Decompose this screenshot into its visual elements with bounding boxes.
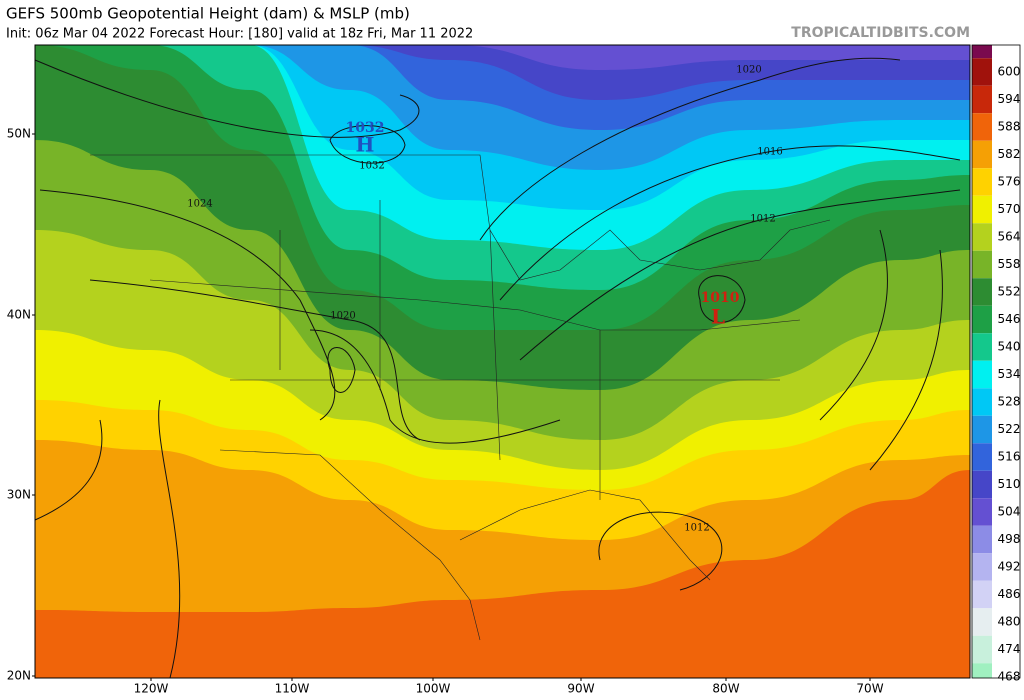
colorbar-cell xyxy=(972,195,992,224)
colorbar-label: 474 xyxy=(998,642,1021,656)
colorbar-label: 522 xyxy=(998,422,1021,436)
colorbar-cell xyxy=(972,140,992,169)
colorbar-cap xyxy=(972,45,992,59)
pressure-label: 1020 xyxy=(330,311,355,322)
contours xyxy=(34,57,961,679)
colorbar-cell xyxy=(972,553,992,581)
pressure-label: 1032 xyxy=(359,161,384,172)
colorbar-label: 528 xyxy=(998,395,1021,409)
colorbar-cell xyxy=(972,333,992,361)
lon-label: 90W xyxy=(567,682,594,696)
colorbar-cell xyxy=(972,498,992,526)
pressure-label: L xyxy=(711,305,725,329)
pressure-label: 1032 xyxy=(346,120,385,136)
lon-label: 110W xyxy=(275,682,310,696)
colorbar-cell xyxy=(972,250,992,279)
colorbar: 600 594 588 582 576 570 564 558 552 546 540 534 528 5… xyxy=(971,44,1021,684)
title: GEFS 500mb Geopotential Height (dam) & M… xyxy=(6,5,410,23)
pressure-label: H xyxy=(356,133,375,157)
colorbar-cell xyxy=(972,470,992,499)
credit: TROPICALTIDBITS.COM xyxy=(791,25,970,41)
colorbar-label: 582 xyxy=(998,147,1021,161)
pressure-label: 1012 xyxy=(750,214,775,225)
colorbar-label: 468 xyxy=(998,670,1021,684)
colorbar-cell xyxy=(972,388,992,416)
lon-label: 100W xyxy=(416,682,451,696)
colorbar-cell xyxy=(972,85,992,114)
colorbar-label: 600 xyxy=(998,65,1021,79)
colorbar-label: 504 xyxy=(998,505,1021,519)
colorbar-frame xyxy=(971,44,1021,679)
lon-label: 120W xyxy=(134,682,169,696)
colorbar-cell xyxy=(972,360,992,389)
colorbar-label: 576 xyxy=(998,175,1021,189)
pressure-label: 1010 xyxy=(701,290,740,306)
lat-label: 40N xyxy=(7,308,31,322)
pressure-label: 1016 xyxy=(757,147,782,158)
map xyxy=(35,45,970,678)
lat-label: 50N xyxy=(7,127,31,141)
colorbar-cell xyxy=(972,635,992,664)
colorbar-label: 552 xyxy=(998,285,1021,299)
colorbar-label: 588 xyxy=(998,120,1021,134)
colorbar-cell xyxy=(972,113,992,141)
colorbar-cell xyxy=(972,223,992,251)
colorbar-label: 546 xyxy=(998,312,1021,326)
colorbar-label: 570 xyxy=(998,202,1021,216)
colorbar-label: 480 xyxy=(998,615,1021,629)
colorbar-label: 516 xyxy=(998,450,1021,464)
lon-label: 70W xyxy=(856,682,883,696)
subtitle: Init: 06z Mar 04 2022 Forecast Hour: [18… xyxy=(6,27,473,42)
colorbar-label: 564 xyxy=(998,230,1021,244)
map-frame xyxy=(34,44,971,679)
pressure-label: 1020 xyxy=(736,65,761,76)
lat-label: 20N xyxy=(7,669,31,683)
colorbar-cell xyxy=(972,580,992,609)
colorbar-cell xyxy=(972,608,992,636)
pressure-label: 1024 xyxy=(187,199,212,210)
colorbar-cell xyxy=(972,58,992,86)
colorbar-cell xyxy=(972,168,992,196)
height-band xyxy=(35,45,970,70)
colorbar-cell xyxy=(972,663,992,678)
colorbar-label: 510 xyxy=(998,477,1021,491)
colorbar-label: 492 xyxy=(998,560,1021,574)
colorbar-cell xyxy=(972,305,992,334)
lon-label: 80W xyxy=(712,682,739,696)
colorbar-cell xyxy=(972,415,992,444)
colorbar-cell xyxy=(972,278,992,306)
colorbar-cell xyxy=(972,443,992,471)
colorbar-label: 540 xyxy=(998,340,1021,354)
colorbar-label: 498 xyxy=(998,532,1021,546)
pressure-label: 1012 xyxy=(684,523,709,534)
colorbar-label: 486 xyxy=(998,587,1021,601)
lat-label: 30N xyxy=(7,488,31,502)
axes: 50N 40N 30N 20N 120W 110W 100W 90W 80W 70W xyxy=(7,44,971,696)
colorbar-label: 594 xyxy=(998,92,1021,106)
colorbar-label: 558 xyxy=(998,257,1021,271)
colorbar-label: 534 xyxy=(998,367,1021,381)
colorbar-cell xyxy=(972,525,992,554)
